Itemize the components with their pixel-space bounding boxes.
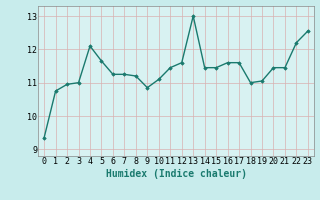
X-axis label: Humidex (Indice chaleur): Humidex (Indice chaleur) — [106, 169, 246, 179]
